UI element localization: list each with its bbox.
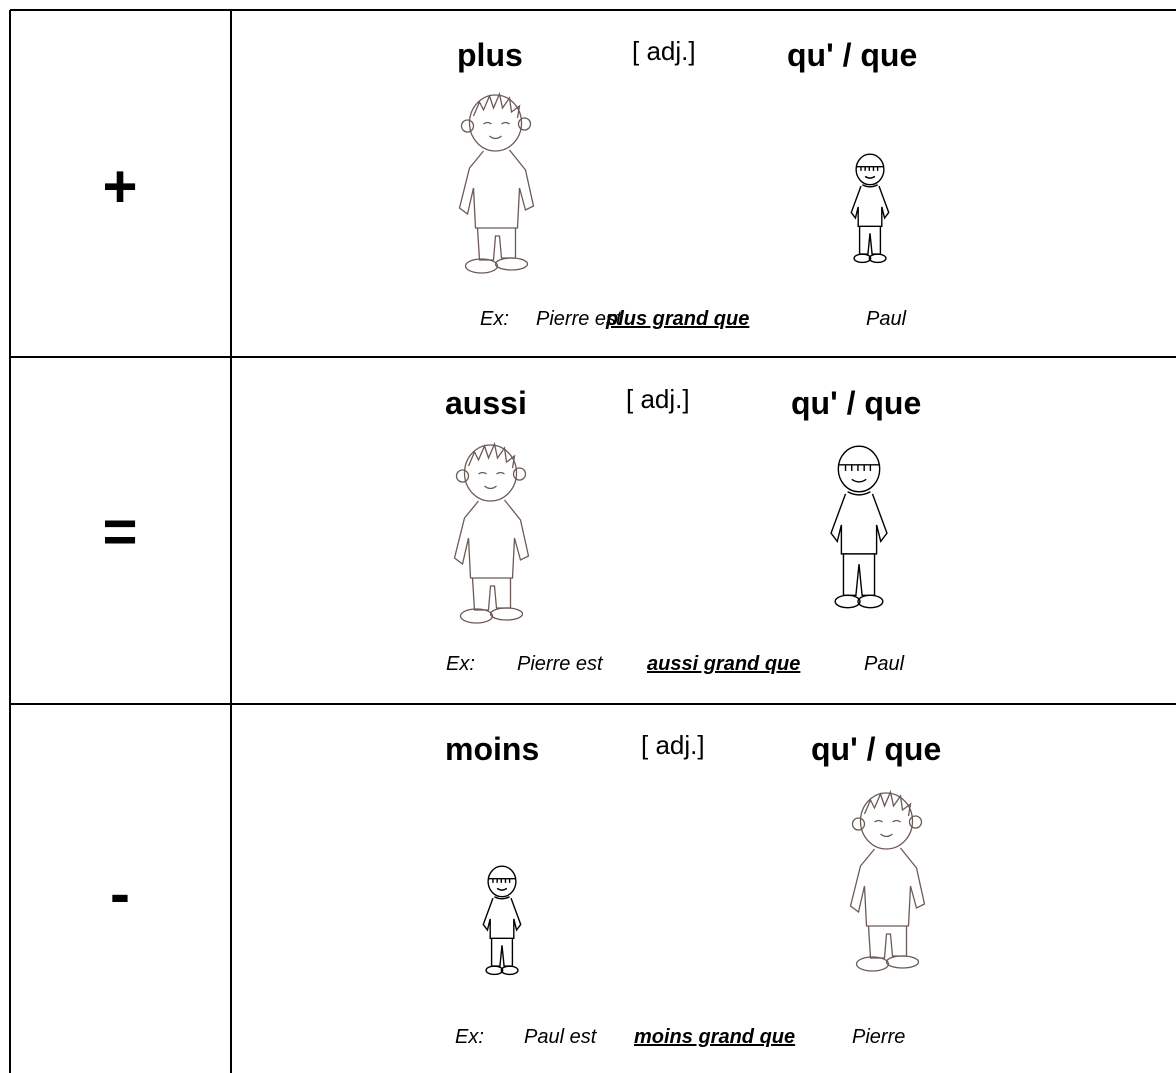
que-word: qu' / que xyxy=(791,385,921,421)
example-prefix: Ex: xyxy=(455,1026,484,1048)
symbol: - xyxy=(110,860,130,927)
pierre-figure xyxy=(453,443,530,624)
example-subject: Paul est xyxy=(524,1026,598,1048)
paul-figure xyxy=(482,865,522,976)
symbol: = xyxy=(102,498,137,565)
symbol: + xyxy=(102,153,137,220)
example-subject: Pierre est xyxy=(536,308,623,330)
comparative-word: plus xyxy=(457,37,523,73)
example-emphasis: plus grand que xyxy=(605,308,749,330)
adjective-slot: [ adj.] xyxy=(641,730,705,760)
que-word: qu' / que xyxy=(811,731,941,767)
paul-figure xyxy=(830,445,888,609)
adjective-slot: [ adj.] xyxy=(632,36,696,66)
pierre-figure xyxy=(458,93,535,274)
example-object: Paul xyxy=(864,653,905,675)
adjective-slot: [ adj.] xyxy=(626,384,690,414)
example-emphasis: aussi grand que xyxy=(647,653,800,675)
example-object: Paul xyxy=(866,308,907,330)
example-subject: Pierre est xyxy=(517,653,604,675)
example-emphasis: moins grand que xyxy=(634,1026,795,1048)
pierre-figure xyxy=(849,791,926,972)
paul-figure xyxy=(850,153,890,264)
example-prefix: Ex: xyxy=(480,308,509,330)
example-object: Pierre xyxy=(852,1026,905,1048)
example-prefix: Ex: xyxy=(446,653,475,675)
que-word: qu' / que xyxy=(787,37,917,73)
comparative-word: aussi xyxy=(445,385,527,421)
comparative-word: moins xyxy=(445,731,539,767)
